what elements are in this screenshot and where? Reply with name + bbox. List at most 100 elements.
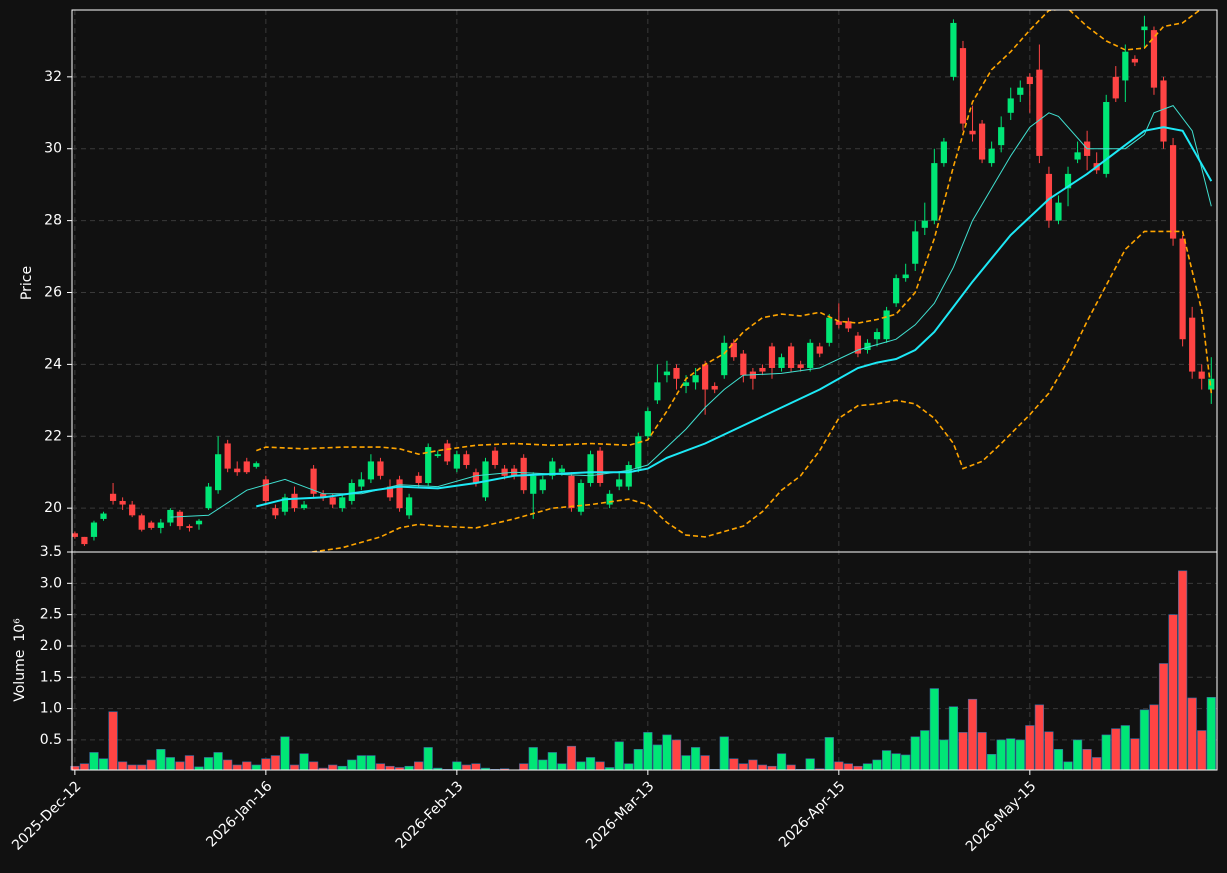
volume-bar xyxy=(1149,704,1159,771)
candle-body xyxy=(568,475,575,509)
candle-body xyxy=(453,454,460,469)
candle-body xyxy=(1150,30,1158,88)
volume-bar xyxy=(776,753,787,771)
candle-body xyxy=(1055,202,1062,221)
volume-bar xyxy=(1197,730,1207,771)
overlay-line xyxy=(170,105,1212,518)
price-panel xyxy=(72,10,1215,552)
volume-bar xyxy=(414,761,424,771)
volume-bar xyxy=(108,711,118,771)
candle-body xyxy=(215,454,222,491)
volume-bar xyxy=(118,761,128,771)
overlay-line xyxy=(256,10,1202,456)
candle-body xyxy=(654,382,661,401)
volume-tick-label: 3.5 xyxy=(40,544,62,560)
candle-body xyxy=(883,310,890,340)
volume-bar xyxy=(929,688,939,771)
candle-body xyxy=(644,411,651,437)
overlay-line xyxy=(256,126,1213,508)
volume-bar xyxy=(891,753,901,771)
volume-bar xyxy=(633,749,643,771)
volume-bar xyxy=(1101,734,1111,771)
candle-body xyxy=(1074,152,1081,160)
candle-body xyxy=(291,493,298,509)
candle-body xyxy=(1122,51,1129,81)
candle-body xyxy=(1064,173,1072,189)
volume-bar xyxy=(1072,739,1083,771)
volume-tick-label: 2.5 xyxy=(40,607,62,623)
volume-bar xyxy=(89,752,99,771)
candle-body xyxy=(272,508,279,516)
candle-body xyxy=(1169,145,1177,239)
candle-body xyxy=(109,493,117,501)
candle-body xyxy=(873,332,881,340)
volume-bar xyxy=(127,764,137,771)
volume-bar xyxy=(519,763,529,771)
candle-body xyxy=(1208,378,1215,390)
candle-body xyxy=(616,479,623,487)
volume-bar xyxy=(146,759,156,771)
candle-body xyxy=(320,493,327,498)
candle-body xyxy=(1160,80,1167,142)
volume-bar xyxy=(356,755,366,771)
volume-bar xyxy=(786,764,796,771)
volume-tick-label: 3.0 xyxy=(40,575,62,591)
volume-bar xyxy=(452,761,462,771)
candle-body xyxy=(377,461,384,476)
volume-bar xyxy=(1053,749,1064,771)
volume-bar xyxy=(681,755,691,771)
volume-bar xyxy=(165,757,175,771)
candle-body xyxy=(1103,102,1110,174)
candle-body xyxy=(367,461,375,480)
candle-body xyxy=(893,278,900,304)
volume-bar xyxy=(1034,704,1044,771)
volume-bar xyxy=(1015,739,1025,771)
candle-body xyxy=(902,274,909,279)
candle-body xyxy=(129,504,136,516)
candle-body xyxy=(721,342,728,376)
volume-bar xyxy=(824,737,834,771)
candle-body xyxy=(1112,76,1119,99)
candle-body xyxy=(396,479,403,509)
candle-body xyxy=(300,504,308,509)
volume-bar xyxy=(939,739,949,771)
candle-body xyxy=(1198,371,1205,379)
volume-bar xyxy=(423,747,433,771)
volume-bar xyxy=(79,763,90,771)
volume-tick-label: 1.5 xyxy=(40,669,62,685)
volume-bar xyxy=(547,752,557,771)
volume-bar xyxy=(213,752,223,771)
candle-body xyxy=(482,461,489,498)
candle-body xyxy=(1141,26,1148,31)
candle-body xyxy=(787,346,795,368)
volume-bar xyxy=(251,764,261,771)
overlay-line xyxy=(306,230,1213,552)
candle-body xyxy=(816,346,823,354)
candle-body xyxy=(520,457,527,491)
volume-bar xyxy=(1006,738,1016,771)
volume-bar xyxy=(337,765,347,771)
volume-bar xyxy=(624,763,634,771)
volume-bar xyxy=(1158,663,1169,771)
volume-bar xyxy=(996,739,1006,771)
volume-bar xyxy=(261,758,271,771)
volume-bar xyxy=(366,755,376,771)
volume-bar xyxy=(203,757,214,771)
volume-bar xyxy=(910,736,920,771)
candle-body xyxy=(310,468,317,494)
volume-bar xyxy=(299,753,309,771)
volume-frame xyxy=(71,551,1218,771)
candle-body xyxy=(100,513,107,519)
volume-bar xyxy=(719,736,729,771)
candle-body xyxy=(835,321,842,325)
candle-body xyxy=(682,382,690,386)
candle-body xyxy=(138,515,145,530)
volume-bar xyxy=(757,764,768,771)
candle-body xyxy=(234,468,241,473)
volume-bar xyxy=(471,763,481,771)
y-tick-label: 28 xyxy=(44,213,62,229)
volume-bar xyxy=(595,761,605,771)
candle-body xyxy=(1189,317,1196,372)
